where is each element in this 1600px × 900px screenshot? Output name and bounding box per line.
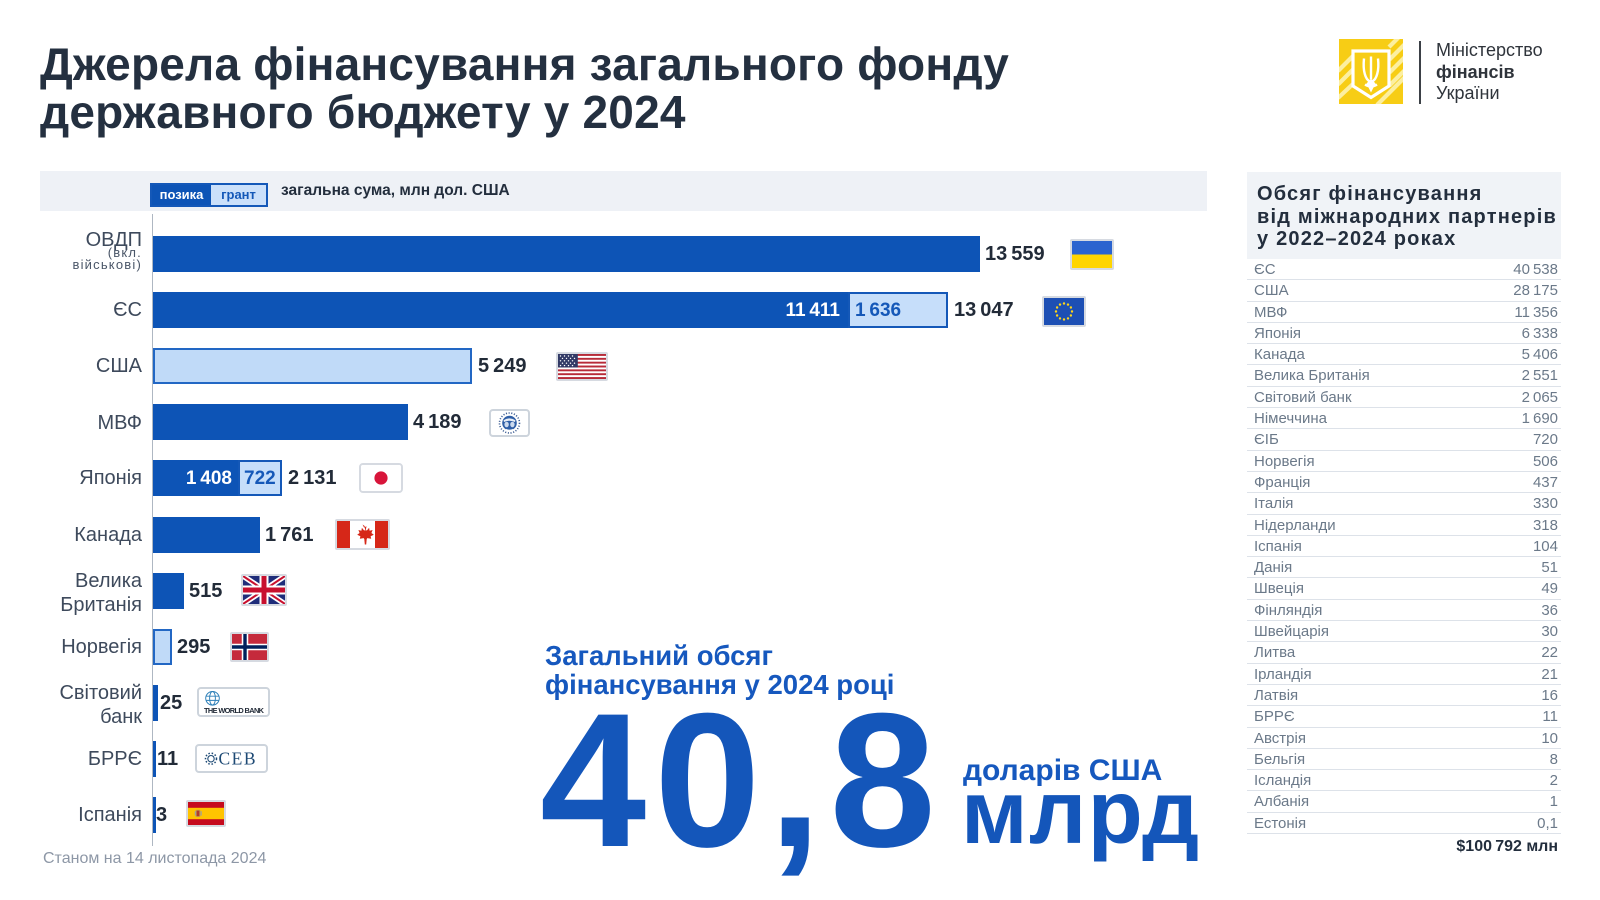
svg-text:THE WORLD BANK: THE WORLD BANK	[204, 706, 265, 715]
svg-text:CEB: CEB	[219, 749, 258, 769]
